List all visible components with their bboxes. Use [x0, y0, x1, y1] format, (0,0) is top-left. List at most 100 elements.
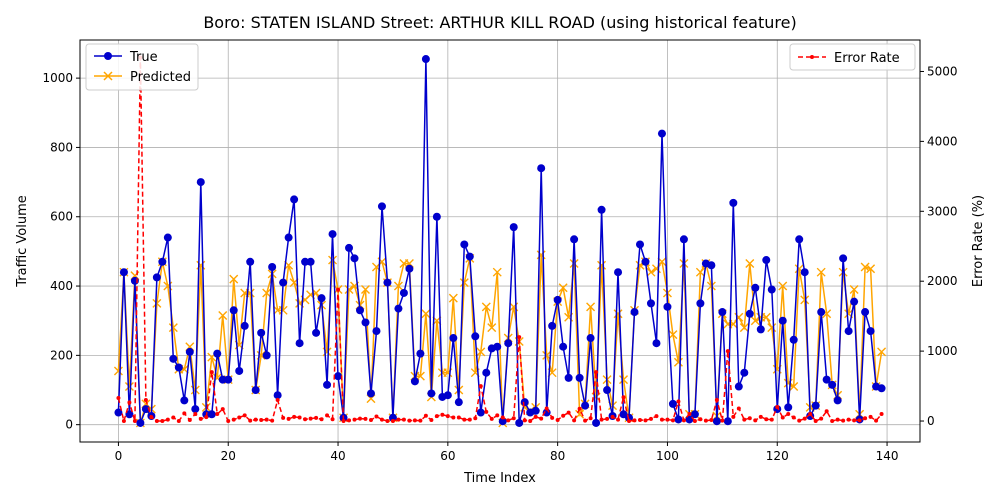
data-point-true: [778, 316, 787, 325]
data-point-true: [279, 278, 288, 287]
data-point-true: [674, 415, 683, 424]
data-point-error-rate: [638, 417, 642, 422]
data-point-true: [531, 406, 540, 415]
data-point-error-rate: [132, 419, 137, 424]
chart-title: Boro: STATEN ISLAND Street: ARTHUR KILL …: [203, 13, 796, 32]
data-point-true: [559, 342, 568, 351]
x-tick-label: 140: [876, 449, 899, 463]
data-point-true: [377, 202, 386, 211]
data-point-error-rate: [665, 417, 670, 422]
data-point-error-rate: [462, 417, 467, 422]
data-point-true: [290, 195, 299, 204]
data-point-error-rate: [736, 406, 741, 411]
data-point-error-rate: [670, 418, 675, 423]
y-tick-label: 800: [50, 140, 73, 154]
data-point-true: [224, 375, 233, 384]
data-point-error-rate: [786, 412, 791, 417]
data-point-predicted: [459, 278, 469, 288]
data-point-true: [174, 363, 183, 372]
data-point-error-rate: [714, 398, 719, 403]
data-point-true: [828, 380, 837, 389]
data-point-true: [141, 405, 150, 414]
plot-area-frame: [79, 39, 921, 443]
data-point-error-rate: [204, 415, 209, 420]
data-point-predicted: [481, 302, 491, 312]
data-point-error-rate: [270, 418, 275, 423]
data-point-true: [152, 273, 161, 282]
data-point-true: [581, 401, 590, 410]
data-point-true: [427, 389, 436, 398]
data-point-error-rate: [319, 417, 324, 422]
data-point-error-rate: [808, 412, 813, 417]
data-point-predicted: [360, 285, 370, 295]
data-point-predicted: [558, 283, 568, 293]
data-point-predicted: [229, 274, 239, 284]
data-point-error-rate: [347, 418, 352, 423]
x-tick-label: 40: [330, 449, 345, 463]
data-point-error-rate: [489, 416, 494, 421]
data-point-error-rate: [209, 370, 214, 375]
data-point-true: [586, 334, 595, 343]
data-point-predicted: [421, 309, 431, 319]
data-point-error-rate: [440, 412, 445, 417]
x-tick-label: 100: [656, 449, 679, 463]
data-point-error-rate: [242, 413, 247, 418]
data-point-true: [509, 223, 518, 232]
data-point-error-rate: [154, 419, 159, 424]
data-point-predicted: [113, 366, 123, 376]
data-point-error-rate: [852, 418, 857, 423]
data-point-true: [125, 410, 134, 419]
data-point-true: [306, 257, 315, 266]
data-point-error-rate: [692, 419, 697, 424]
data-point-error-rate: [330, 417, 335, 422]
data-point-true: [301, 257, 310, 266]
data-point-error-rate: [368, 417, 373, 422]
data-point-true: [213, 349, 222, 358]
data-point-error-rate: [522, 418, 527, 423]
data-point-error-rate: [627, 419, 632, 424]
y-tick-label: 200: [50, 348, 73, 362]
y-tick-label: 600: [50, 210, 73, 224]
data-point-true: [257, 328, 266, 337]
data-point-predicted: [542, 350, 552, 360]
data-point-error-rate: [385, 419, 390, 424]
data-point-true: [465, 252, 474, 261]
data-point-true: [114, 408, 123, 417]
data-point-error-rate: [769, 417, 774, 422]
data-point-predicted: [569, 259, 579, 269]
legend-label-predicted: Predicted: [130, 70, 191, 85]
data-point-true: [515, 418, 524, 427]
legend-right: Error Rate: [789, 43, 916, 71]
data-point-predicted: [218, 311, 228, 321]
data-point-true: [295, 339, 304, 348]
data-point-true: [646, 299, 655, 308]
data-point-true: [119, 268, 128, 277]
data-point-error-rate: [231, 417, 236, 422]
data-point-error-rate: [857, 418, 862, 423]
data-point-true: [636, 240, 644, 249]
data-point-true: [833, 396, 842, 405]
data-point-error-rate: [610, 414, 615, 419]
data-point-true: [520, 398, 529, 407]
data-point-error-rate: [835, 417, 840, 422]
data-point-error-rate: [517, 335, 522, 340]
data-point-error-rate: [220, 407, 225, 412]
data-point-error-rate: [561, 413, 566, 418]
x-axis: 0 20 40 60 80 100 120 140: [115, 442, 899, 463]
data-point-true: [273, 391, 282, 400]
y-tick-label: 1000: [42, 71, 73, 85]
data-point-true: [394, 304, 403, 313]
data-point-true: [235, 366, 244, 375]
data-point-predicted: [492, 267, 502, 277]
data-point-error-rate: [583, 418, 588, 423]
data-point-predicted: [613, 309, 623, 319]
data-point-true: [262, 351, 271, 360]
data-point-predicted: [448, 293, 458, 303]
data-point-true: [366, 389, 375, 398]
data-point-error-rate: [160, 419, 165, 424]
data-point-error-rate: [676, 399, 681, 404]
data-point-error-rate: [341, 419, 346, 424]
data-point-error-rate: [478, 384, 483, 389]
y2-tick-label: 3000: [927, 204, 958, 218]
data-point-error-rate: [176, 419, 181, 424]
